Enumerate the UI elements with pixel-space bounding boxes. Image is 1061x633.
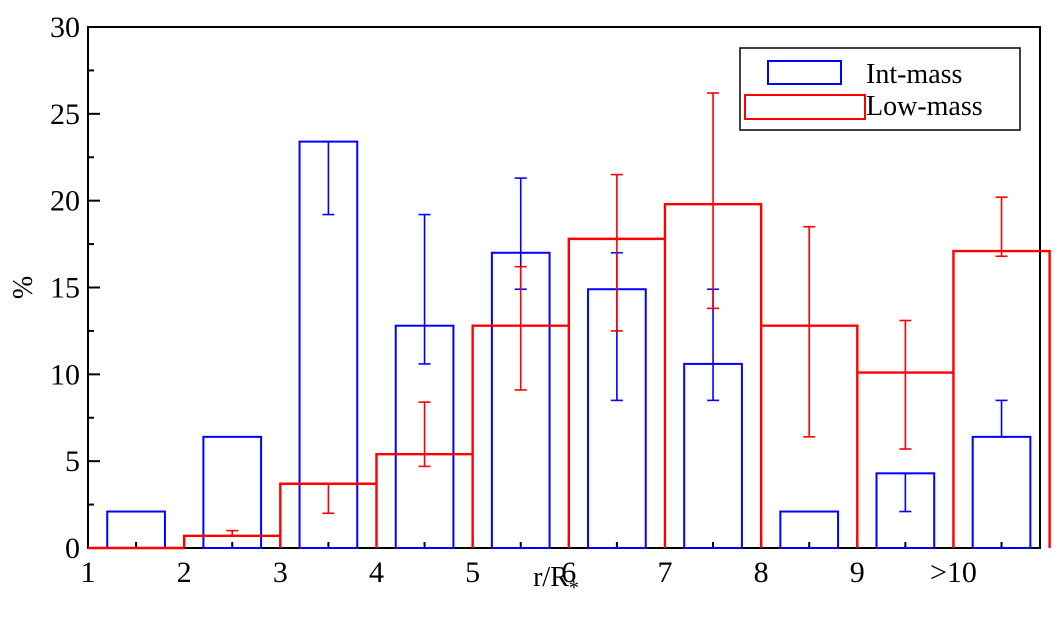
legend-low-mass-label: Low-mass	[866, 91, 983, 122]
x-tick-label: 8	[754, 556, 769, 589]
legend-int-mass-swatch	[767, 60, 842, 85]
series-low-mass	[88, 92, 1051, 550]
y-tick-label: 20	[50, 185, 80, 218]
legend-low-mass-swatch	[744, 94, 866, 120]
x-axis-label: r/R*	[533, 562, 579, 599]
y-tick-label: 15	[50, 272, 80, 305]
x-tick-label: 4	[369, 556, 384, 589]
y-tick-label: 5	[65, 445, 80, 478]
x-axis-label-main: r/R	[533, 562, 569, 593]
x-tick-label: 3	[273, 556, 288, 589]
x-axis-label-subscript: *	[569, 577, 579, 599]
int-mass-bar	[779, 510, 840, 549]
y-tick-label: 25	[50, 98, 80, 131]
legend-box	[739, 47, 1021, 131]
x-tick-label: 9	[850, 556, 865, 589]
x-tick-label: 2	[177, 556, 192, 589]
int-mass-bar	[202, 435, 263, 549]
x-tick-label: 6	[561, 556, 576, 589]
y-tick-label: 30	[50, 11, 80, 44]
x-tick-label: >10	[930, 556, 977, 589]
y-axis-label: %	[8, 276, 39, 299]
legend-int-mass-label: Int-mass	[866, 59, 962, 90]
y-axis: 0 5 10 15 20 25 30	[50, 11, 100, 565]
x-tick-label: 7	[657, 556, 672, 589]
x-tick-label: 1	[81, 556, 96, 589]
x-tick-label: 5	[465, 556, 480, 589]
series-int-mass	[106, 140, 1032, 549]
y-tick-label: 10	[50, 358, 80, 391]
y-tick-label: 0	[65, 532, 80, 565]
